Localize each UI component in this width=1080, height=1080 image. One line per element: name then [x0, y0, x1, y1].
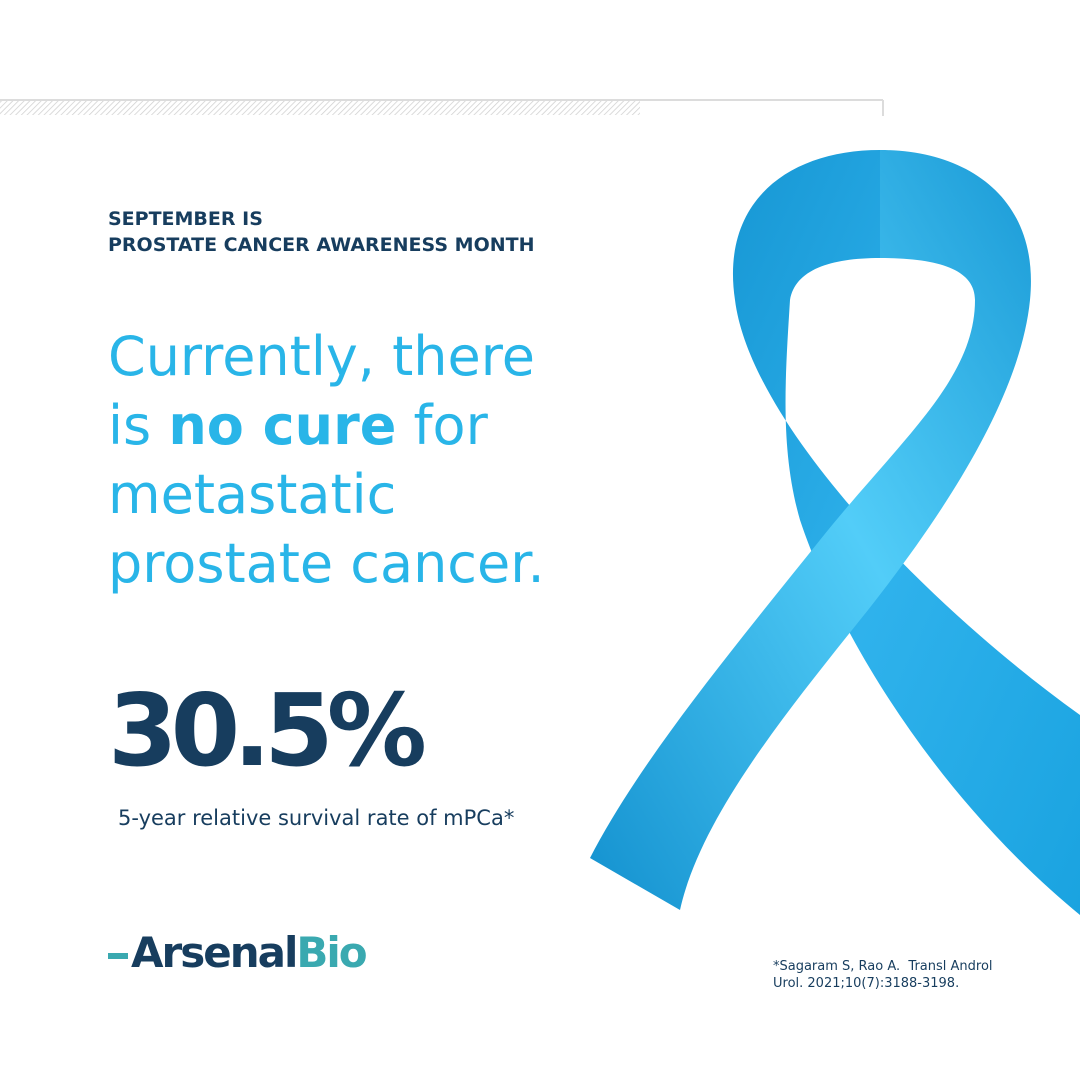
ribbon-back	[732, 150, 1080, 915]
headline: Currently, there is no cure for metastat…	[108, 322, 545, 598]
headline-line: metastatic	[108, 463, 397, 526]
kicker-line: SEPTEMBER IS	[108, 208, 263, 230]
citation: *Sagaram S, Rao A. Transl Androl Urol. 2…	[773, 958, 993, 992]
logo: ArsenalBio	[108, 928, 368, 977]
headline-line: Currently, there	[108, 325, 535, 388]
citation-line: Urol. 2021;10(7):3188-3198.	[773, 976, 960, 991]
headline-text: is	[108, 394, 152, 457]
kicker: SEPTEMBER IS PROSTATE CANCER AWARENESS M…	[108, 206, 534, 258]
headline-line: is no cure for	[108, 391, 545, 460]
headline-text: for	[413, 394, 488, 457]
logo-text: Arsenal	[131, 928, 298, 977]
stat-caption: 5-year relative survival rate of mPCa*	[118, 806, 515, 830]
awareness-ribbon	[590, 150, 1080, 915]
headline-line: prostate cancer.	[108, 532, 545, 595]
kicker-line: PROSTATE CANCER AWARENESS MONTH	[108, 234, 535, 256]
ribbon-front	[590, 150, 1031, 910]
citation-line: *Sagaram S, Rao A. Transl Androl	[773, 959, 993, 974]
stat-value: 30.5%	[108, 672, 427, 789]
hatch-bar	[0, 101, 640, 115]
headline-emphasis: no cure	[168, 394, 397, 457]
logo-dash	[108, 952, 128, 959]
logo-text: Bio	[296, 928, 367, 977]
